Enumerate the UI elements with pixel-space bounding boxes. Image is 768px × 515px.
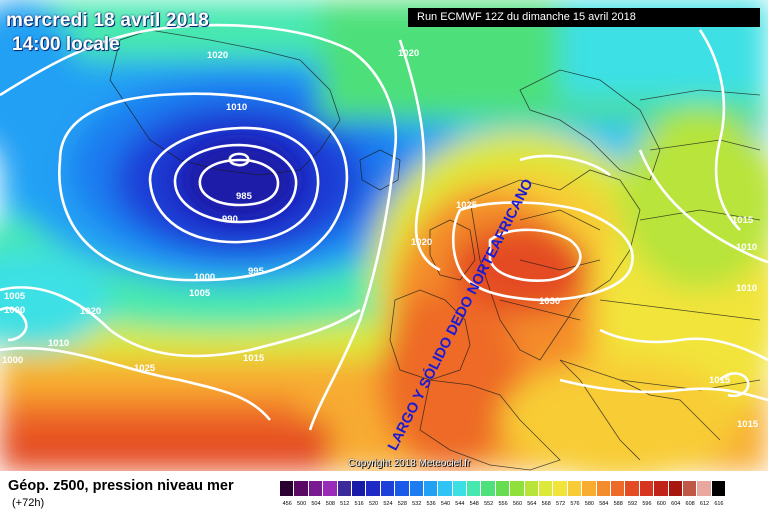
legend-swatch <box>610 481 626 496</box>
legend-tick-label: 516 <box>354 501 364 507</box>
isobar-label: 1005 <box>4 291 26 302</box>
legend-tick-label: 592 <box>627 501 638 507</box>
isobar-label: 1025 <box>134 363 156 374</box>
legend-tick-label: 548 <box>469 501 479 507</box>
legend-tick-label: 608 <box>685 501 695 507</box>
legend-tick-label: 508 <box>325 501 335 507</box>
legend-swatch <box>596 481 611 496</box>
legend-swatch <box>539 481 554 496</box>
legend-tick-label: 576 <box>570 501 580 507</box>
isobar-labels: 1020 1020 1010 985 990 995 1000 1005 100… <box>2 48 759 430</box>
legend-swatch <box>654 481 669 496</box>
legend-swatch <box>351 481 367 496</box>
isobar-label: 1015 <box>732 215 754 226</box>
isobar-label: 990 <box>222 214 238 225</box>
legend-swatch <box>409 481 424 496</box>
isobar-label: 1020 <box>80 306 101 317</box>
legend-swatch <box>452 481 468 496</box>
isobar-label: 1015 <box>709 375 731 386</box>
legend-swatch <box>524 481 540 496</box>
isobar-label: 1000 <box>4 305 25 316</box>
legend-tick-label: 524 <box>383 501 393 507</box>
isobar-lines <box>0 23 768 431</box>
isobar-label: 1020 <box>207 50 228 61</box>
legend-swatch <box>567 481 583 496</box>
product-title: Géop. z500, pression niveau mer <box>8 478 234 494</box>
forecast-hour: (+72h) <box>12 497 45 509</box>
legend-tick-label: 568 <box>541 501 551 507</box>
legend-tick-label: 504 <box>311 501 321 507</box>
legend-swatch <box>423 481 439 496</box>
legend-swatch <box>625 481 640 496</box>
legend-swatch <box>366 481 381 496</box>
isobar-label: 995 <box>248 266 265 277</box>
isobar-label: 1010 <box>48 338 69 349</box>
isobar-label: 1005 <box>189 288 211 299</box>
legend-tick-label: 520 <box>368 501 379 507</box>
legend-swatch <box>682 481 698 496</box>
legend-swatch <box>495 481 511 496</box>
legend-swatch <box>294 481 309 496</box>
legend-tick-label: 600 <box>656 501 666 507</box>
legend-swatch <box>697 481 712 496</box>
legend-tick-label: 564 <box>527 501 537 507</box>
legend-tick-label: 532 <box>412 501 422 507</box>
isobar-label: 1020 <box>411 237 432 248</box>
isobar-label: 1020 <box>398 48 419 59</box>
legend-tick-label: 556 <box>498 501 508 507</box>
legend-tick-label: 596 <box>642 501 652 507</box>
legend-tick-label: 616 <box>714 501 724 507</box>
legend-swatch <box>380 481 396 496</box>
weather-map: 1020 1020 1010 985 990 995 1000 1005 100… <box>0 0 768 471</box>
legend-tick-label: 604 <box>671 501 681 507</box>
legend-swatch <box>395 481 410 496</box>
isobar-label: 1000 <box>2 355 23 366</box>
legend-tick-label: 500 <box>296 501 307 507</box>
isobar-label: 1010 <box>226 102 247 113</box>
legend-tick-label: 572 <box>556 501 566 507</box>
legend-tick-label: 540 <box>440 501 451 507</box>
legend-tick-label: 612 <box>699 501 710 507</box>
geopotential-field <box>0 0 768 471</box>
copyright-text: Copyright 2018 Meteociel.fr <box>348 458 471 469</box>
legend-swatch <box>323 481 338 496</box>
coastlines <box>109 29 761 471</box>
legend-swatch <box>481 481 496 496</box>
legend-swatch <box>711 481 727 496</box>
isobar-label: 1030 <box>539 296 560 307</box>
legend-swatch <box>582 481 597 496</box>
isobar-label: 1000 <box>194 272 215 283</box>
legend-swatch <box>438 481 453 496</box>
legend-tick-label: 560 <box>512 501 523 507</box>
isobar-label: 1010 <box>736 242 757 253</box>
legend-tick-label: 536 <box>426 501 436 507</box>
legend-tick-label: 456 <box>282 501 292 507</box>
legend-tick-label: 552 <box>484 501 494 507</box>
forecast-time: 14:00 locale <box>12 34 120 55</box>
legend-tick-label: 512 <box>340 501 350 507</box>
legend-tick-label: 528 <box>397 501 407 507</box>
legend-tick-label: 544 <box>455 501 465 507</box>
legend-swatch <box>280 481 295 496</box>
legend-tick-label: 588 <box>613 501 623 507</box>
isobar-label: 1015 <box>243 353 265 364</box>
isobar-label: 985 <box>236 191 253 202</box>
isobar-label: 1015 <box>737 419 759 430</box>
legend-swatch <box>510 481 525 496</box>
legend-tick-label: 580 <box>584 501 594 507</box>
legend-swatch <box>639 481 655 496</box>
model-run-label: Run ECMWF 12Z du dimanche 15 avril 2018 <box>408 8 760 27</box>
legend-swatch <box>553 481 568 496</box>
legend-swatch <box>467 481 482 496</box>
color-scale-legend <box>280 481 727 496</box>
legend-swatch <box>668 481 683 496</box>
legend-tick-label: 584 <box>599 501 609 507</box>
color-scale-ticks: 456 500 504 508 512 516 520 524 528 532 536 540 544 5… <box>280 501 726 507</box>
forecast-date: mercredi 18 avril 2018 <box>6 10 209 31</box>
isobar-label: 1010 <box>736 283 757 294</box>
legend-swatch <box>337 481 352 496</box>
isobar-label: 1025 <box>456 200 478 211</box>
legend-swatch <box>308 481 324 496</box>
